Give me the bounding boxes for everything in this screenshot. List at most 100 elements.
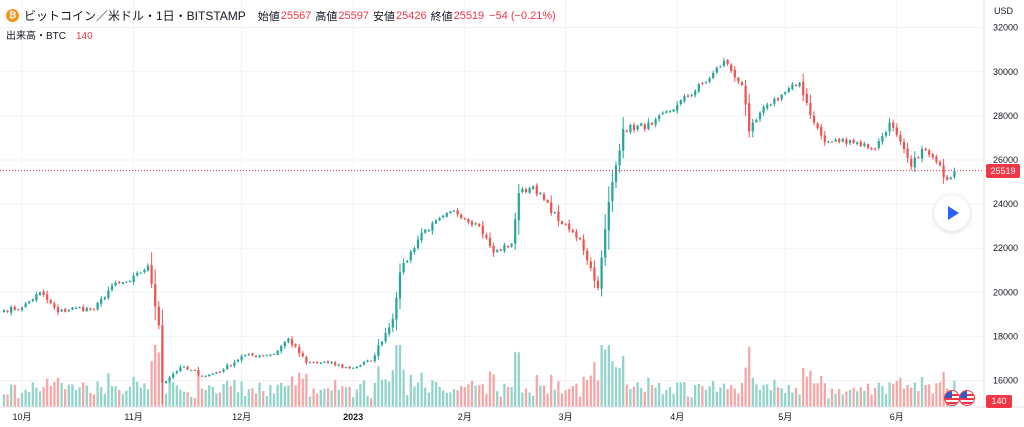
candle-body xyxy=(287,338,290,343)
volume-bar xyxy=(402,369,405,407)
price-tick-label: 26000 xyxy=(993,155,1018,165)
candle-body xyxy=(625,130,628,132)
volume-bar xyxy=(532,395,535,407)
candle-body xyxy=(215,372,218,374)
volume-bar xyxy=(193,397,196,407)
volume-bar xyxy=(470,380,474,407)
volume-bar xyxy=(611,361,614,407)
candle-body xyxy=(557,211,560,222)
volume-bar xyxy=(668,386,672,407)
candle-body xyxy=(942,165,945,178)
volume-bar xyxy=(280,382,283,407)
candle-body xyxy=(647,122,650,130)
candle-body xyxy=(485,234,488,238)
candle-body xyxy=(157,306,160,326)
volume-bar xyxy=(701,386,704,407)
volume-bar xyxy=(103,393,106,407)
candle-body xyxy=(244,355,247,357)
candle-body xyxy=(323,362,326,364)
candle-body xyxy=(758,112,762,120)
close-value: 25519 xyxy=(453,9,485,22)
volume-bar xyxy=(607,345,610,407)
volume-value: 140 xyxy=(76,31,93,42)
volume-bar xyxy=(841,394,844,407)
volume-bar xyxy=(596,380,600,407)
candle-body xyxy=(222,369,225,372)
candle-body xyxy=(24,303,27,308)
volume-bar xyxy=(640,387,643,407)
symbol-title[interactable]: ビットコイン／米ドル・1日・BITSTAMP xyxy=(24,9,246,23)
play-icon[interactable] xyxy=(934,195,970,231)
candle-body xyxy=(924,148,927,151)
volume-bar xyxy=(780,388,783,407)
candle-body xyxy=(139,272,142,274)
candle-body xyxy=(938,162,942,166)
candle-body xyxy=(917,157,920,159)
candle-body xyxy=(427,230,430,232)
candle-body xyxy=(204,376,207,378)
volume-bar xyxy=(438,386,441,407)
candle-body xyxy=(632,125,636,131)
candle-body xyxy=(748,103,751,132)
volume-bar xyxy=(445,392,448,407)
candle-body xyxy=(870,148,873,150)
us-flag-icon[interactable] xyxy=(959,390,975,406)
volume-bar xyxy=(766,384,769,407)
volume-bar xyxy=(838,389,841,407)
volume-bar xyxy=(442,390,445,407)
candle-body xyxy=(874,148,877,150)
candle-body xyxy=(571,230,574,233)
candle-body xyxy=(766,104,769,109)
candle-body xyxy=(334,362,337,366)
candle-body xyxy=(449,211,452,214)
volume-bar xyxy=(816,383,819,407)
candle-body xyxy=(2,309,6,313)
volume-bar xyxy=(726,389,729,407)
candle-body xyxy=(254,355,258,357)
candle-body xyxy=(686,95,690,97)
volume-bar xyxy=(672,393,675,407)
candle-body xyxy=(578,237,582,240)
volume-bar xyxy=(132,376,135,407)
volume-bar xyxy=(254,393,258,407)
candle-body xyxy=(740,82,744,85)
candle-body xyxy=(384,333,387,342)
volume-bar xyxy=(679,382,682,407)
volume-bar xyxy=(352,397,355,407)
volume-bar xyxy=(722,383,726,407)
candle-body xyxy=(668,111,672,113)
volume-bar xyxy=(298,372,301,407)
volume-bar xyxy=(920,376,924,407)
candle-body xyxy=(791,84,794,90)
volume-bar xyxy=(6,394,9,407)
volume-bar xyxy=(308,396,312,407)
volume-bar xyxy=(344,387,348,407)
candle-body xyxy=(190,370,193,372)
candle-body xyxy=(71,307,74,310)
volume-bar xyxy=(870,394,873,407)
us-flag-icon[interactable] xyxy=(944,390,960,406)
low-value: 25426 xyxy=(395,9,427,22)
volume-bar xyxy=(773,379,776,407)
candle-body xyxy=(391,318,394,328)
candle-body xyxy=(769,104,772,106)
candle-body xyxy=(316,362,319,364)
volume-bar xyxy=(856,391,859,407)
volume-label[interactable]: 出来高・BTC xyxy=(6,31,66,42)
candle-body xyxy=(618,150,621,166)
candle-body xyxy=(503,245,506,251)
volume-bar xyxy=(676,382,679,407)
volume-bar xyxy=(215,393,218,407)
volume-bar xyxy=(265,396,268,407)
candle-body xyxy=(823,135,826,143)
volume-bar xyxy=(715,391,718,407)
candle-body xyxy=(132,275,135,283)
candle-body xyxy=(175,371,178,374)
volume-bar xyxy=(182,391,186,407)
candle-body xyxy=(103,297,106,300)
volume-bar xyxy=(424,387,427,407)
volume-bar xyxy=(600,345,603,407)
volume-bar xyxy=(294,385,297,407)
candle-body xyxy=(251,353,254,356)
